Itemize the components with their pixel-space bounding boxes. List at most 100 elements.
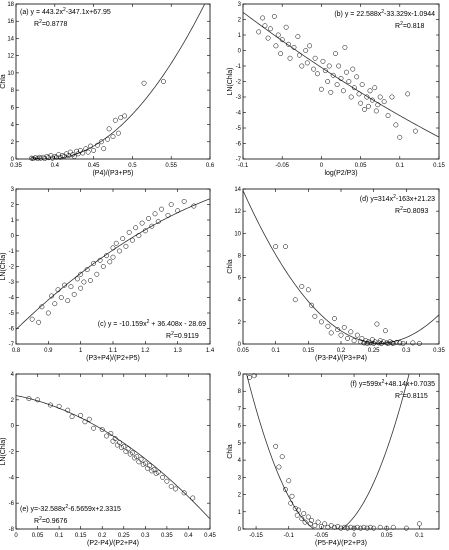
data-point [56,403,62,409]
data-point [318,319,324,325]
y-tick-label: -6 [9,327,15,333]
data-point [322,68,328,74]
fit-equation: (d) y=314x2​-163x+21.23 [360,194,435,203]
data-point [305,514,311,520]
data-point [58,295,64,300]
data-point [348,524,354,530]
data-point [141,80,147,86]
data-point [309,302,315,308]
panel-label: (e) [20,506,29,513]
data-point [325,323,331,329]
fit-equation: (b) y = 22.588x2​-33.329x-1.0944 [334,9,435,18]
data-point [338,332,344,338]
x-tick-label: 0.05 [355,163,367,169]
y-tick-label: -3 [236,95,242,101]
data-point [394,339,399,345]
data-point [123,243,129,249]
x-tick-label: 0.3 [141,533,150,539]
x-tick-label: 0 [320,163,324,169]
r-squared: R2​=0.9119 [166,331,199,340]
x-tick-label: 0.3 [402,348,411,354]
data-point [345,336,350,341]
data-point [389,94,395,100]
x-tick-label: 0.4 [184,533,193,539]
chart-panel: 0 0.05 0.1 0.15 0.2 0.25 0.3 0.35 0.4 0.45 -8 -6 -4 -… [0,372,216,547]
y-tick-label: 0 [11,424,15,430]
data-point [305,287,311,293]
x-tick-label: 0.5 [128,163,137,169]
data-point [139,220,145,226]
data-point [377,94,383,100]
data-point [120,236,126,242]
x-tick-label: 0.15 [75,533,87,539]
fit-equation: (a) y = 443.2x2​-347.1x+67.95 [20,7,111,16]
data-point [303,48,309,53]
y-axis-label: LN(Chla) [0,252,7,280]
x-tick-label: 0.35 [161,533,173,539]
y-axis-label: LN(Chla) [227,67,234,95]
y-tick-label: 0 [238,342,242,348]
data-point [165,212,171,218]
y-tick-label: -6 [9,501,15,507]
x-tick-label: 0.1 [271,348,280,354]
data-point [29,316,35,322]
data-point [312,55,318,61]
data-point [333,51,338,57]
data-point [67,149,73,155]
y-tick-label: 2 [238,18,242,24]
panel-label: (c) [98,321,106,328]
data-point [345,525,350,531]
x-axis-label: log(P2/P3) [324,170,357,177]
data-point [262,23,268,29]
data-point [155,219,161,225]
data-point [91,147,97,153]
y-tick-label: 2 [11,203,15,209]
x-axis-label: (P4)/(P3+P5) [92,170,133,177]
data-point [279,37,285,43]
data-point [110,245,116,251]
x-tick-label: 0.55 [165,163,177,169]
x-tick-label: -0.1 [238,163,249,169]
y-tick-label: 0 [238,49,242,55]
y-tick-label: -4 [9,475,15,481]
x-tick-label: 0.2 [337,348,346,354]
x-tick-label: 0.6 [206,163,215,169]
fit-curve [16,395,210,520]
data-point [348,329,354,335]
data-point [307,43,313,49]
y-tick-label: 8 [238,389,242,395]
data-point [354,524,360,530]
data-point [363,338,369,344]
data-point [49,293,55,299]
x-axis-label: (P3-P4)/(P3+P4) [315,355,367,362]
data-point [121,443,127,449]
data-point [273,244,279,250]
data-point [61,153,67,159]
data-point [413,128,418,134]
y-tick-label: -5 [9,311,15,317]
y-axis-label: LN(Chla) [0,437,7,465]
data-point [322,521,328,527]
y-tick-label: 6 [238,424,242,430]
r-squared: R2​=0.8093 [395,206,428,215]
data-point [160,474,166,480]
data-point [292,297,298,303]
y-tick-label: 9 [238,372,242,378]
data-point [292,505,298,511]
data-point [78,285,84,291]
data-point [283,244,288,250]
y-tick-label: 4 [238,458,242,464]
data-point [65,407,71,413]
data-point [287,55,293,61]
data-point [375,102,381,108]
r-squared: R2​=0.8778 [34,19,67,28]
y-tick-label: 6 [11,105,15,111]
y-axis-label: Chla [227,259,234,274]
fit-curve [246,374,410,529]
x-tick-label: 0.45 [88,163,100,169]
data-point [356,91,362,97]
data-point [372,85,378,91]
data-point [359,336,365,341]
y-tick-label: 12 [234,209,241,215]
